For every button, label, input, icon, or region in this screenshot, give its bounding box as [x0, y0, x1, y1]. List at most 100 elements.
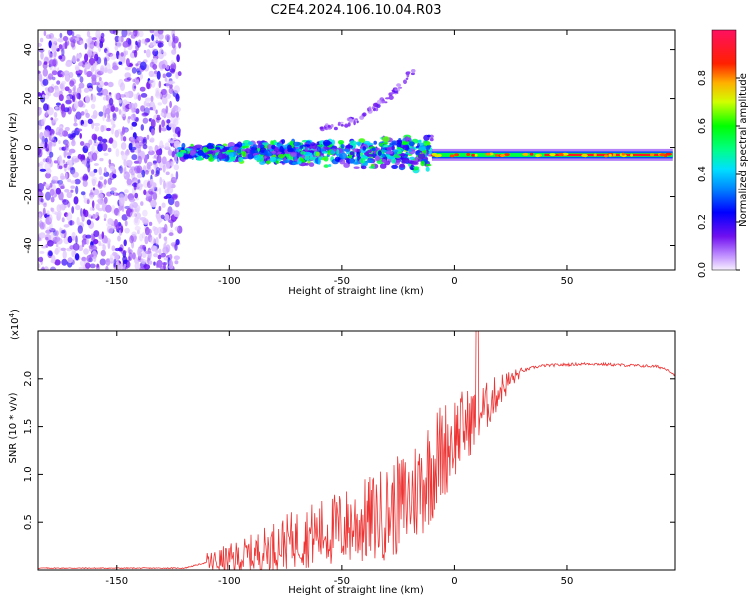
steady-band-hotspot	[436, 154, 442, 157]
noise-speckle	[117, 235, 121, 242]
noise-speckle	[173, 37, 178, 44]
noise-speckle	[44, 137, 48, 144]
noise-speckle	[81, 213, 85, 222]
x-tick-label: -100	[218, 576, 241, 587]
noise-speckle	[103, 196, 108, 204]
band-blob	[183, 154, 190, 160]
noise-speckle	[124, 72, 131, 79]
noise-speckle	[38, 220, 44, 228]
spectrogram-frame	[37, 29, 676, 271]
band-blob	[325, 146, 329, 150]
noise-speckle	[137, 94, 141, 101]
noise-speckle	[152, 63, 158, 70]
noise-speckle	[42, 207, 46, 216]
noise-speckle	[165, 93, 171, 99]
noise-speckle	[149, 42, 154, 48]
noise-speckle	[110, 105, 116, 112]
noise-speckle	[100, 125, 105, 133]
noise-speckle	[105, 265, 109, 270]
noise-speckle	[130, 125, 134, 131]
noise-speckle	[144, 235, 149, 245]
noise-speckle	[47, 91, 52, 97]
noise-speckle	[168, 259, 173, 269]
noise-speckle	[173, 164, 180, 171]
noise-speckle	[165, 182, 172, 190]
noise-speckle	[110, 254, 113, 262]
noise-speckle	[126, 261, 131, 268]
noise-speckle	[152, 50, 156, 56]
band-blob	[277, 154, 285, 159]
noise-speckle	[74, 253, 80, 261]
noise-speckle	[174, 260, 179, 265]
noise-speckle	[108, 97, 114, 106]
noise-speckle	[38, 107, 42, 116]
noise-speckle	[83, 209, 89, 218]
noise-speckle	[146, 49, 151, 58]
noise-speckle	[165, 161, 171, 170]
noise-speckle	[79, 260, 86, 267]
steady-band-core	[544, 153, 662, 157]
noise-speckle	[124, 150, 130, 156]
noise-speckle	[92, 207, 95, 211]
band-blob	[328, 164, 332, 167]
band-blob	[381, 159, 387, 163]
noise-speckle	[124, 189, 129, 194]
noise-speckle	[64, 41, 68, 49]
band-blob	[292, 141, 301, 146]
harmonic-dot	[330, 124, 334, 128]
noise-speckle	[88, 171, 96, 177]
noise-speckle	[168, 81, 176, 84]
noise-speckle	[70, 185, 75, 189]
noise-speckle	[79, 76, 84, 83]
noise-speckle	[177, 131, 181, 138]
harmonic-dot	[376, 99, 382, 105]
band-blob	[250, 146, 258, 151]
noise-speckle	[130, 201, 134, 206]
steady-band-hotspot	[495, 153, 499, 157]
noise-speckle	[43, 103, 49, 111]
snr-multiplier: (x104)	[8, 309, 21, 340]
noise-speckle	[139, 73, 143, 80]
noise-speckle	[178, 41, 182, 49]
noise-speckle	[170, 64, 175, 69]
noise-speckle	[82, 179, 88, 188]
noise-speckle	[124, 193, 128, 202]
noise-speckle	[138, 30, 144, 38]
noise-speckle	[87, 118, 93, 125]
steady-band-hotspot	[431, 152, 438, 156]
harmonic-dot	[394, 88, 398, 92]
noise-speckle	[127, 247, 131, 254]
noise-speckle	[80, 141, 85, 146]
noise-speckle	[67, 152, 72, 156]
band-blob	[355, 141, 362, 146]
noise-speckle	[103, 171, 110, 177]
harmonic-dot	[353, 120, 356, 126]
noise-speckle	[63, 107, 70, 113]
colorbar-tick-label: 0.8	[697, 70, 708, 86]
noise-speckle	[111, 245, 116, 252]
band-blob	[398, 138, 402, 141]
noise-speckle	[44, 183, 50, 188]
noise-speckle	[57, 211, 62, 217]
noise-speckle	[38, 263, 41, 269]
noise-speckle	[77, 153, 83, 160]
noise-speckle	[118, 109, 122, 115]
noise-speckle	[148, 150, 155, 156]
noise-speckle	[90, 66, 95, 73]
noise-speckle	[54, 86, 60, 95]
noise-speckle	[62, 199, 69, 205]
band-blob	[370, 164, 375, 167]
band-blob	[418, 139, 422, 143]
steady-band-hotspot	[558, 152, 564, 156]
noise-speckle	[47, 86, 55, 93]
noise-speckle	[75, 111, 82, 120]
noise-speckle	[121, 214, 128, 221]
noise-speckle	[168, 140, 175, 144]
noise-speckle	[51, 43, 56, 53]
band-blob	[275, 160, 280, 164]
noise-speckle	[51, 175, 59, 182]
noise-speckle	[101, 138, 108, 143]
noise-speckle	[77, 53, 82, 60]
noise-speckle	[50, 232, 55, 241]
noise-speckle	[158, 248, 162, 254]
